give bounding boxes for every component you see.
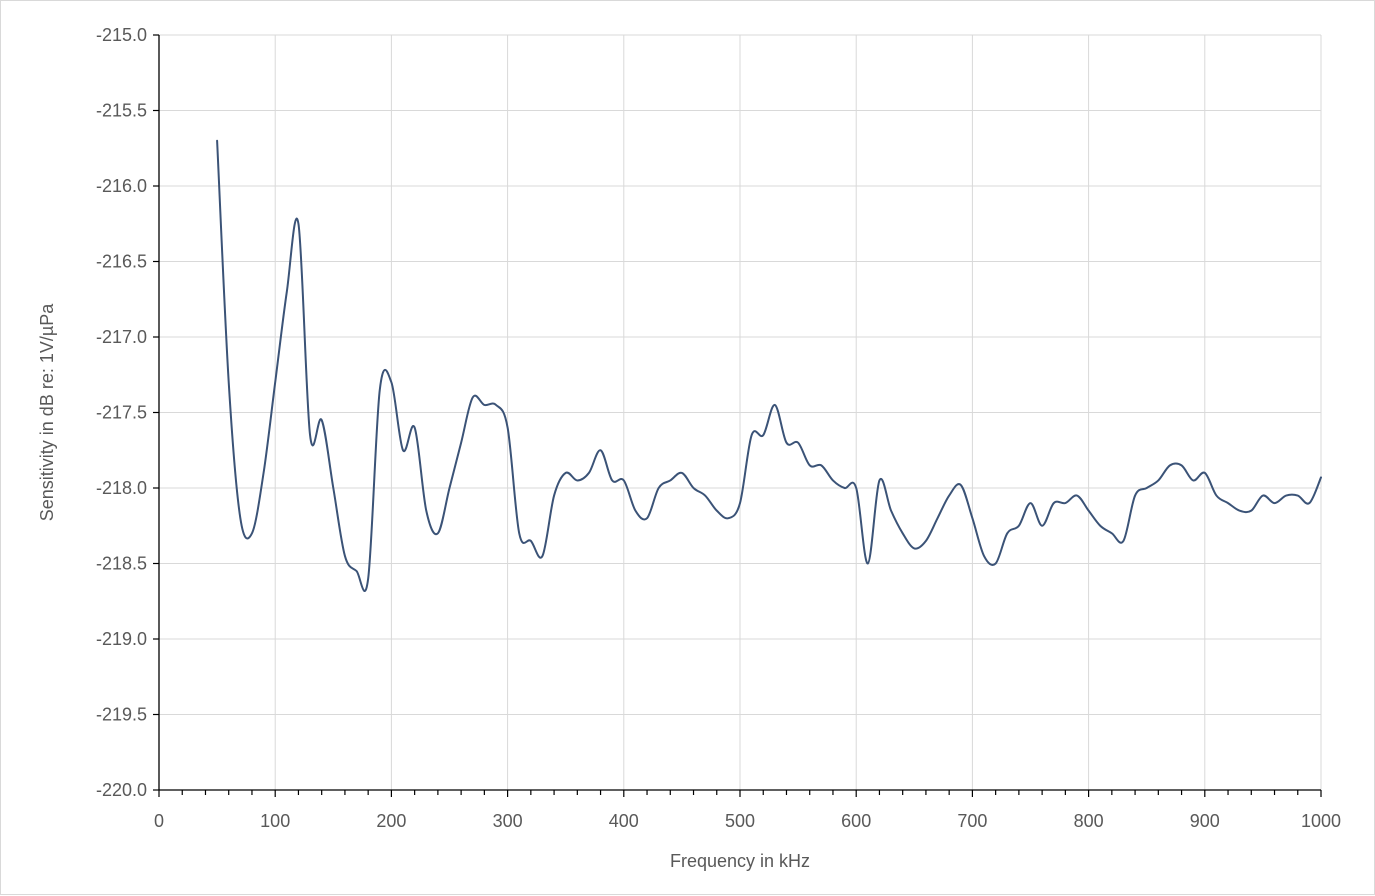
x-tick-label: 500 [725, 811, 755, 831]
y-tick-label: -215.5 [96, 101, 147, 121]
x-tick-label: 200 [376, 811, 406, 831]
series-layer [216, 139, 1322, 592]
x-tick-label: 0 [154, 811, 164, 831]
y-tick-label: -220.0 [96, 780, 147, 800]
axes: -215.0 -215.5 -216.0 -216.5 -217.0 -217.5 -218… [96, 25, 1341, 831]
x-tick-label: 700 [957, 811, 987, 831]
y-tick-label: -219.0 [96, 629, 147, 649]
y-tick-label: -216.0 [96, 176, 147, 196]
x-tick-label: 800 [1074, 811, 1104, 831]
series-line [216, 139, 1322, 592]
x-tick-label: 100 [260, 811, 290, 831]
grid-lines [159, 34, 1322, 791]
y-tick-label: -217.0 [96, 327, 147, 347]
y-tick-label: -216.5 [96, 252, 147, 272]
y-tick-label: -215.0 [96, 25, 147, 45]
y-tick-label: -218.5 [96, 554, 147, 574]
x-tick-label: 900 [1190, 811, 1220, 831]
y-tick-label: -218.0 [96, 478, 147, 498]
y-axis-title: Sensitivity in dB re: 1V/µPa [37, 303, 57, 521]
y-tick-label: -219.5 [96, 705, 147, 725]
x-axis-title: Frequency in kHz [670, 851, 810, 871]
x-tick-label: 600 [841, 811, 871, 831]
y-tick-label: -217.5 [96, 403, 147, 423]
x-tick-label: 1000 [1301, 811, 1341, 831]
x-tick-label: 400 [609, 811, 639, 831]
x-tick-label: 300 [493, 811, 523, 831]
